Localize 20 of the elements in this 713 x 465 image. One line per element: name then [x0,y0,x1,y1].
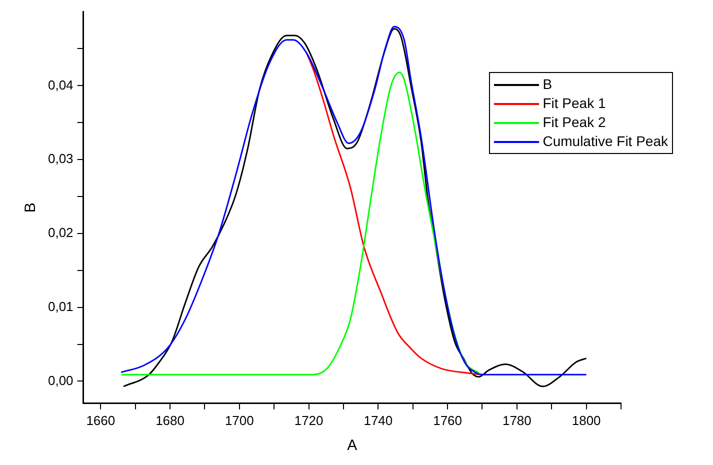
legend-label: B [542,75,552,94]
y-tick-label: 0,01 [48,298,74,314]
legend-label: Fit Peak 1 [542,94,606,113]
legend-label: Cumulative Fit Peak [542,132,668,151]
x-tick-label: 1720 [294,412,324,428]
y-axis-title: B [22,202,40,213]
y-tick-label: 0,02 [48,225,74,240]
y-tick-label: 0,04 [48,77,74,92]
y-tick-label: 0,03 [48,151,74,166]
line-series [120,72,480,376]
x-tick-label: 1700 [224,412,254,428]
x-tick-label: 1800 [572,412,601,428]
x-tick-label: 1680 [156,412,184,428]
x-tick-label: 1740 [364,412,393,428]
legend-label: Fit Peak 2 [542,113,606,132]
y-tick-label: 0,00 [48,372,74,388]
x-tick-label: 1760 [433,412,462,428]
x-axis-title: A [347,437,358,454]
x-tick-label: 1780 [502,412,532,428]
x-tick-label: 1660 [86,412,116,428]
